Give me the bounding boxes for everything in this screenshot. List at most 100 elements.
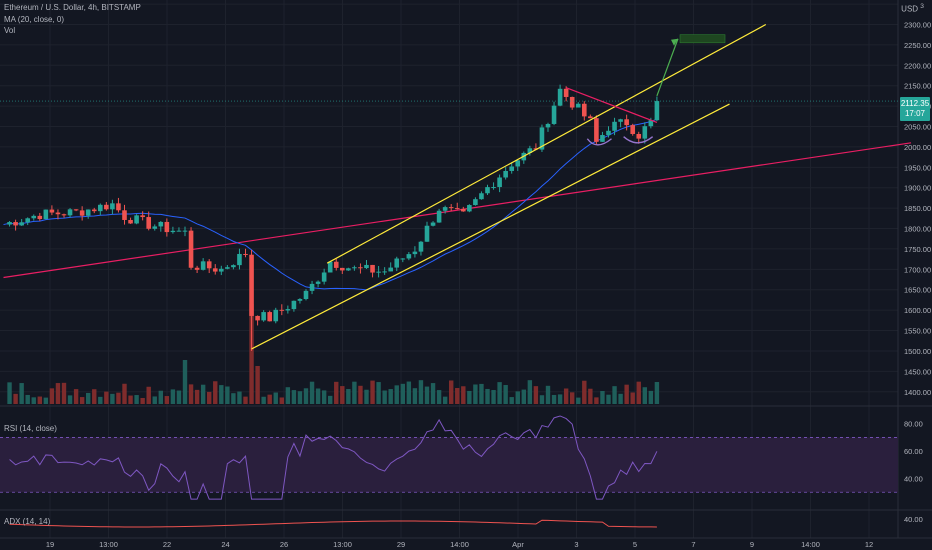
volume-legend[interactable]: Vol (4, 26, 16, 35)
currency-sup: 3 (920, 3, 924, 10)
time-tick-label: 9 (750, 540, 754, 549)
volume-bar (418, 380, 424, 404)
volume-bar (455, 388, 460, 404)
candle-body (606, 130, 611, 136)
volume-bar (430, 383, 436, 404)
volume-bar (334, 381, 339, 404)
candle-body (49, 209, 55, 213)
volume-bar (194, 389, 200, 404)
candle-body (200, 261, 206, 270)
candle-body (176, 230, 182, 232)
candle-body (146, 217, 151, 229)
volume-bar (509, 397, 514, 404)
candle-body (67, 209, 73, 216)
candle-body (303, 290, 309, 300)
volume-bar (600, 390, 605, 404)
candle-body (461, 208, 466, 212)
volume-bar (328, 395, 333, 404)
candle-body (509, 166, 514, 171)
volume-bar (642, 387, 647, 404)
candle-body (134, 215, 139, 224)
volume-bar (37, 396, 42, 404)
volume-bar (43, 397, 49, 404)
candle-body (346, 268, 351, 271)
volume-bar (110, 393, 115, 404)
volume-bar (479, 383, 484, 404)
volume-bar (436, 390, 442, 404)
volume-bar (19, 383, 24, 404)
volume-bar (424, 386, 430, 404)
last-price-tag: 2112.35 17:07 (900, 97, 930, 121)
candle-body (400, 258, 406, 260)
volume-bar (376, 382, 381, 404)
volume-bar (207, 391, 212, 404)
currency-symbol: USD (901, 4, 919, 14)
volume-bar (255, 366, 260, 404)
volume-bar (570, 392, 575, 404)
target-zone (679, 34, 726, 44)
candle-body (79, 210, 85, 216)
price-tick-label: 1900.00 (904, 184, 931, 193)
candle-body (588, 116, 593, 119)
volume-bar (182, 360, 188, 404)
volume-bar (352, 381, 357, 404)
currency-label[interactable]: USD 3 (901, 3, 924, 14)
candle-body (237, 253, 242, 266)
time-tick-label: 3 (574, 540, 578, 549)
volume-bar (61, 382, 67, 404)
ma-legend[interactable]: MA (20, close, 0) (4, 15, 65, 24)
volume-bar (624, 384, 629, 404)
candle-body (485, 187, 490, 194)
candle-body (545, 123, 551, 128)
volume-bar (188, 384, 194, 404)
volume-bar (576, 397, 581, 404)
volume-bar (79, 397, 85, 404)
volume-bar (309, 381, 315, 404)
volume-bar (279, 397, 284, 404)
candle-body (43, 209, 49, 220)
time-tick-label: 24 (221, 540, 229, 549)
candle-body (624, 119, 629, 126)
symbol-title[interactable]: Ethereum / U.S. Dollar, 4h, BITSTAMP (4, 3, 141, 12)
channel-lower-line (251, 103, 730, 350)
time-tick-label: 22 (163, 540, 171, 549)
volume-bar (146, 386, 151, 404)
price-tick-label: 1500.00 (904, 347, 931, 356)
candle-body (654, 101, 660, 121)
bottom-arc-right (623, 136, 654, 144)
candle-body (418, 241, 424, 252)
price-tick-label: 2300.00 (904, 20, 931, 29)
candle-body (358, 267, 363, 269)
time-tick-label: 29 (397, 540, 405, 549)
volume-bar (98, 396, 103, 404)
candle-body (321, 272, 327, 282)
candle-body (110, 203, 115, 210)
candle-body (158, 221, 164, 227)
volume-bar (225, 386, 230, 404)
volume-bar (315, 388, 321, 404)
support-trendline (3, 142, 912, 279)
adx-legend[interactable]: ADX (14, 14) (4, 517, 51, 526)
volume-bar (551, 394, 557, 404)
candle-body (442, 207, 448, 211)
candle-body (315, 281, 321, 284)
candle-body (551, 105, 557, 124)
candle-body (479, 193, 484, 200)
time-tick-label: 5 (633, 540, 637, 549)
candle-body (352, 267, 357, 269)
volume-bar (213, 381, 218, 404)
time-tick-label: 7 (691, 540, 695, 549)
volume-bar (273, 392, 278, 404)
rsi-line (9, 415, 658, 500)
volume-bar (231, 393, 236, 404)
volume-bar (170, 389, 176, 404)
volume-bar (412, 388, 418, 404)
candle-body (249, 254, 254, 316)
candle-body (636, 133, 642, 139)
candle-body (152, 226, 158, 229)
volume-bar (497, 382, 502, 404)
volume-bar (243, 396, 248, 404)
volume-bar (539, 395, 545, 404)
rsi-legend[interactable]: RSI (14, close) (4, 424, 57, 433)
